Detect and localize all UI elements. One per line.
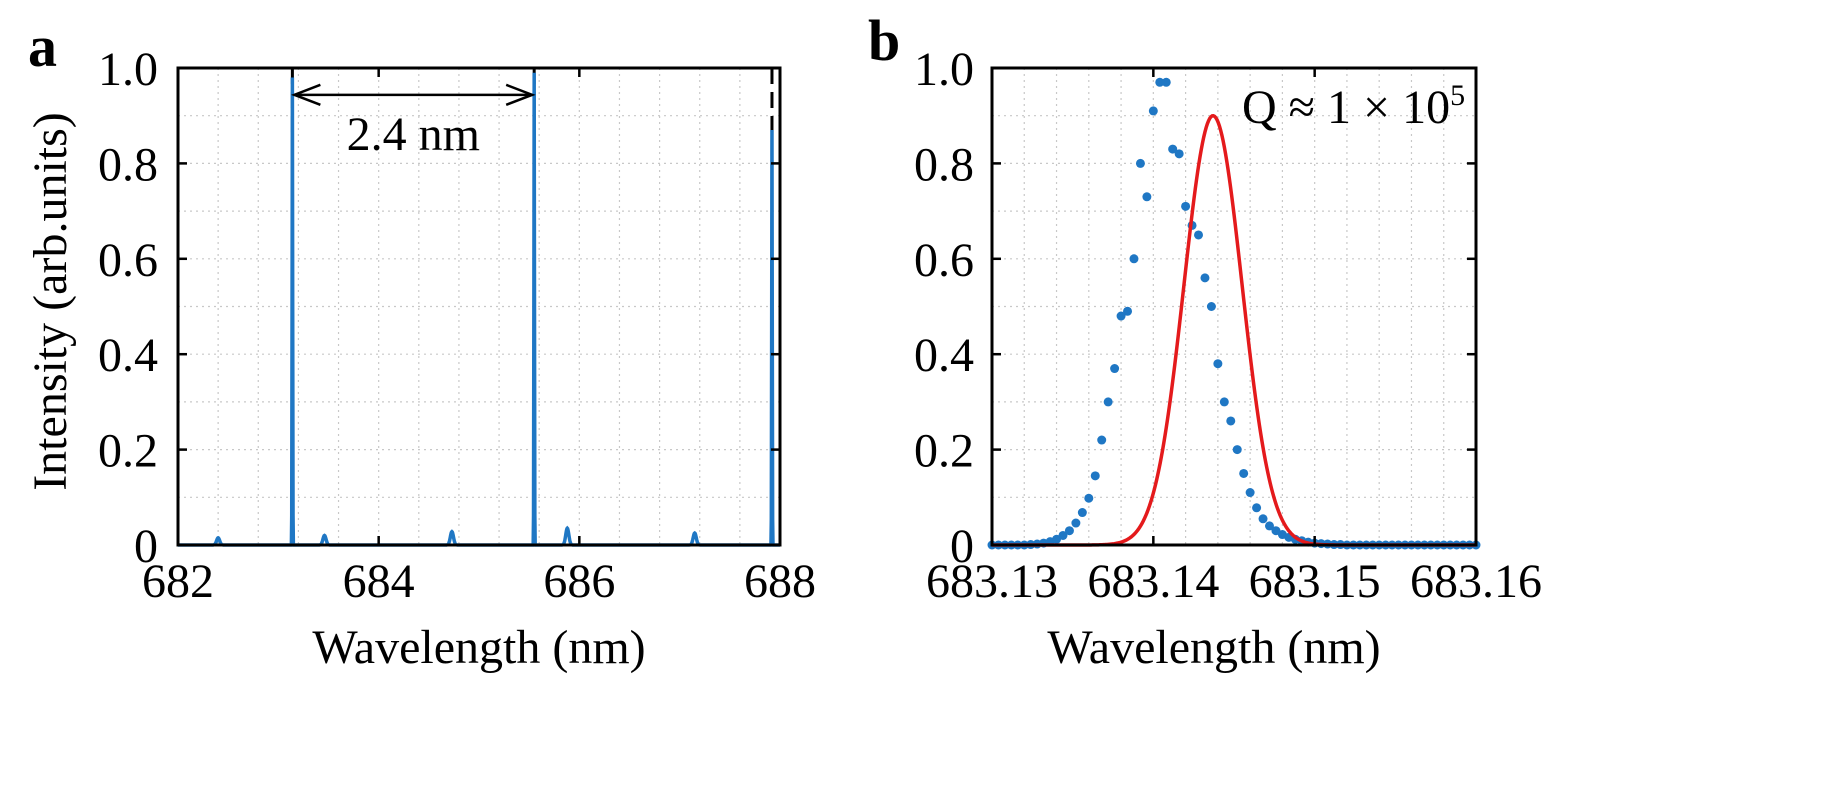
measured-point [1142,192,1152,202]
measured-point [1194,230,1204,240]
panel-b-frame [990,66,1478,547]
panel-b-xtick-label: 683.15 [1249,555,1381,608]
measured-point [1155,77,1165,87]
measured-point [1174,149,1184,159]
measured-point [1097,435,1107,445]
panel-a-ticks: 682 684 686 688 0 0.2 0.4 0.6 0.8 1.0 [98,43,816,608]
measured-point [1090,471,1100,481]
panel-a-grid [178,68,780,545]
q-factor-label: Q ≈ 1 × 105 [1242,79,1465,134]
measured-point [1123,306,1133,316]
panel-a-ytick-label: 0.8 [98,138,158,191]
panel-a-frame [176,66,782,547]
spacing-arrow [290,83,536,107]
spacing-arrow-head-left [290,83,321,107]
panel-a-xtick-label: 682 [142,555,214,608]
spacing-arrow-head-right [505,83,536,107]
measured-point [1148,106,1158,116]
measured-point [1103,397,1113,407]
measured-point [1200,273,1210,283]
panel-b-measured-points [987,77,1481,550]
panel-a-letter: a [28,14,57,79]
measured-point [1239,468,1249,478]
panel-b-ytick-label: 0.4 [914,329,974,382]
measured-point [1168,144,1178,154]
measured-point [1058,530,1068,540]
panel-b-ytick-label: 0.8 [914,138,974,191]
measured-point [1071,518,1081,528]
measured-point [1258,514,1268,524]
measured-point [1129,254,1139,264]
panel-b-gaussian-fit [992,113,1476,547]
measured-point [1252,503,1262,513]
measured-point [1226,416,1236,426]
measured-point [1219,397,1229,407]
measured-point [1077,508,1087,518]
measured-point [1161,77,1171,87]
measured-point [1110,364,1120,374]
q-factor-exponent: 5 [1450,79,1465,112]
panel-b-xtick-label: 683.13 [926,555,1058,608]
measured-point [1232,445,1242,455]
panel-b-xlabel: Wavelength (nm) [1047,621,1380,674]
panel-b: b 683.13 683.14 683.15 683.16 0 0.2 0.4 0.6 0.8 1… [868,8,1542,674]
panel-a-ytick-label: 0.6 [98,234,158,287]
panel-a-ytick-label: 0.2 [98,425,158,478]
panel-b-letter: b [868,8,900,73]
measured-point [1264,521,1274,531]
panel-a-ylabel: Intensity (arb.units) [24,112,77,491]
panel-a-xtick-label: 686 [543,555,615,608]
panel-a-xtick-label: 688 [744,555,816,608]
measured-point [1135,158,1145,168]
measured-point [1181,201,1191,211]
panel-a-xlabel: Wavelength (nm) [312,621,645,674]
panel-b-ytick-label: 0.2 [914,425,974,478]
panel-a-xtick-label: 684 [343,555,415,608]
measured-point [1064,526,1074,536]
q-factor-text: Q ≈ 1 × 10 [1242,81,1450,134]
measured-point [1213,359,1223,369]
panel-a-ytick-label: 0.4 [98,329,158,382]
spacing-label: 2.4 nm [347,108,480,161]
panel-b-ytick-label: 0 [950,520,974,573]
measured-point [1084,493,1094,503]
panel-b-grid [992,68,1476,545]
measured-point [1206,302,1216,311]
panel-a-ytick-label: 0 [134,520,158,573]
panel-b-xtick-label: 683.14 [1087,555,1219,608]
panel-b-ytick-label: 1.0 [914,43,974,96]
panel-a-ytick-label: 1.0 [98,43,158,96]
panel-b-ytick-label: 0.6 [914,234,974,287]
measured-point [1245,488,1255,498]
panel-b-xtick-label: 683.16 [1410,555,1542,608]
measured-point [1116,311,1126,321]
panel-a: a 682 684 686 688 0 0.2 0.4 0.6 0.8 1.0 2.4 nm Wa… [24,14,816,674]
panel-b-ticks: 683.13 683.14 683.15 683.16 0 0.2 0.4 0.6 0.8 1.0 [914,43,1542,608]
